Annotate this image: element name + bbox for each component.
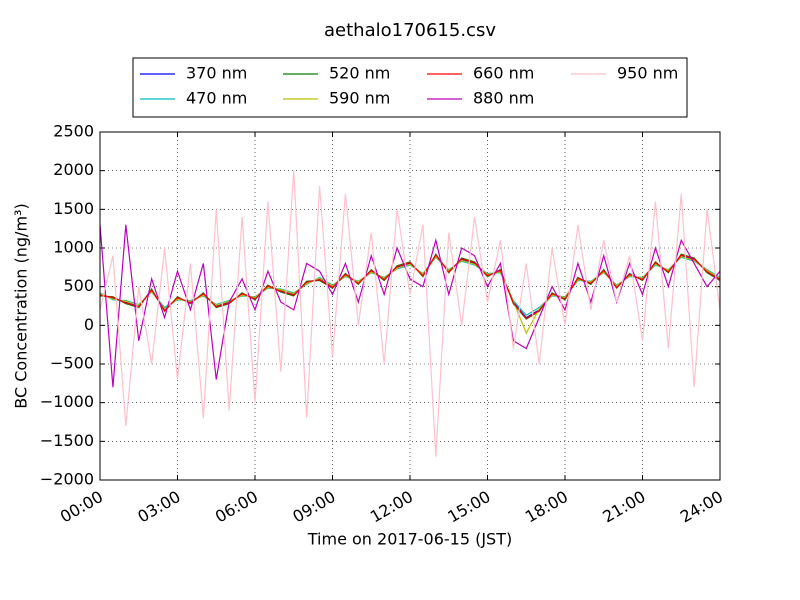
series-line [99, 170, 721, 457]
x-tick-label: 03:00 [134, 487, 183, 527]
y-tick-label: 1000 [53, 238, 94, 257]
series-line [99, 224, 721, 388]
legend-label: 520 nm [329, 64, 390, 83]
x-tick-label: 12:00 [367, 487, 416, 527]
legend-label: 880 nm [473, 89, 534, 108]
legend-label: 370 nm [186, 64, 247, 83]
legend-label: 660 nm [473, 64, 534, 83]
y-tick-label: 2500 [53, 122, 94, 141]
y-tick-label: 2000 [53, 160, 94, 179]
x-tick-label: 09:00 [289, 487, 338, 527]
series-line [99, 255, 721, 335]
x-tick-label: 00:00 [57, 487, 106, 527]
y-tick-label: −500 [50, 354, 94, 373]
y-tick-label: 500 [63, 276, 94, 295]
legend: 370 nm 470 nm 520 nm 590 nm 660 nm 880 nm 950 … [132, 57, 688, 118]
x-tick-label: 21:00 [599, 487, 648, 527]
plot-frame [99, 131, 721, 481]
y-tick-label: 1500 [53, 199, 94, 218]
y-axis-label: BC Concentration (ng/m³) [12, 203, 31, 408]
series-line [99, 253, 721, 320]
x-tick-label: 24:00 [677, 487, 726, 527]
legend-label: 470 nm [186, 89, 247, 108]
legend-frame [132, 57, 688, 118]
y-tick-label: −1500 [40, 431, 94, 450]
legend-label: 590 nm [329, 89, 390, 108]
x-axis-label: Time on 2017-06-15 (JST) [307, 530, 512, 549]
y-tick-label: −2000 [40, 470, 94, 489]
x-tick-label: 15:00 [444, 487, 493, 527]
y-tick-label: −1000 [40, 392, 94, 411]
x-tick-label: 06:00 [212, 487, 261, 527]
y-tick-label: 0 [84, 315, 94, 334]
chart-title: aethalo170615.csv [324, 20, 496, 41]
x-tick-label: 18:00 [522, 487, 571, 527]
legend-label: 950 nm [617, 64, 678, 83]
